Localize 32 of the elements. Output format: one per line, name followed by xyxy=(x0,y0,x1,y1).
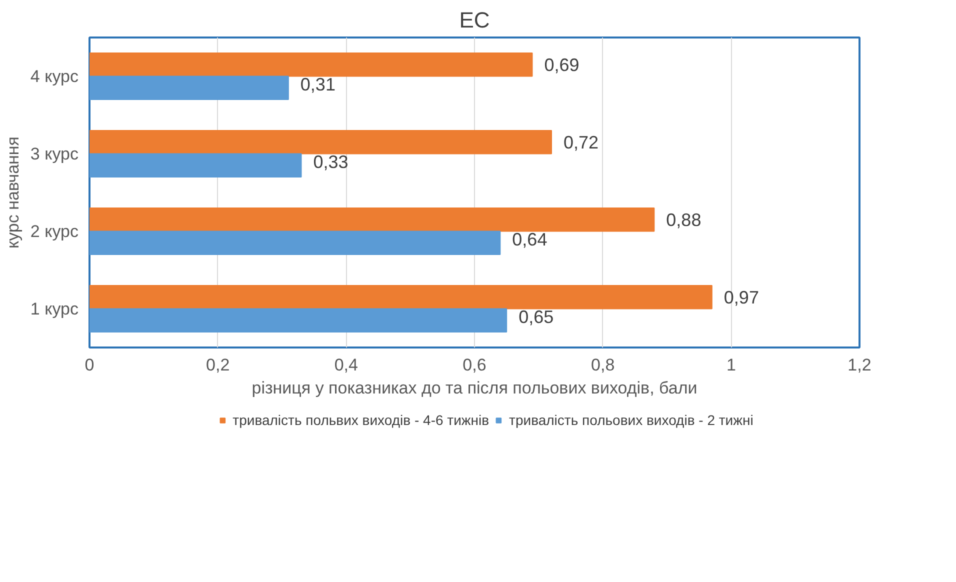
bar xyxy=(90,308,508,332)
x-tick-label: 0,8 xyxy=(591,356,615,374)
y-tick-label: 2 курс xyxy=(30,222,79,241)
bar xyxy=(90,52,533,77)
x-axis-title: різниця у показниках до та після польових виходів, бали xyxy=(252,378,698,398)
legend-label: тривалість польвих виходів - 4-6 тижнів xyxy=(232,412,490,428)
y-tick-label: 4 курс xyxy=(30,66,79,86)
bar xyxy=(90,208,655,232)
y-tick-label: 1 курс xyxy=(30,299,79,318)
x-tick-label: 0,6 xyxy=(462,356,486,374)
bar xyxy=(90,285,712,310)
data-label: 0,64 xyxy=(512,229,548,250)
y-tick-label: 3 курс xyxy=(30,144,79,164)
chart-title: ЕС xyxy=(459,8,490,32)
data-label: 0,72 xyxy=(564,132,599,153)
bar xyxy=(90,230,501,255)
bar xyxy=(90,76,289,100)
data-label: 0,65 xyxy=(518,306,554,327)
x-tick-label: 0,4 xyxy=(334,356,358,374)
data-label: 0,31 xyxy=(300,74,336,94)
data-label: 0,69 xyxy=(544,55,580,76)
bar xyxy=(90,130,552,154)
data-label: 0,33 xyxy=(313,152,348,172)
data-label: 0,88 xyxy=(666,210,702,230)
y-axis-title: курс навчання xyxy=(3,136,22,249)
x-tick-label: 0,2 xyxy=(206,356,230,374)
x-tick-label: 1,2 xyxy=(848,356,872,374)
legend-label: тривалість польових виходів - 2 тижні xyxy=(509,412,754,428)
data-label: 0,97 xyxy=(724,288,759,308)
x-tick-label: 1 xyxy=(726,356,736,374)
bar xyxy=(90,153,302,178)
x-tick-label: 0 xyxy=(84,356,94,374)
